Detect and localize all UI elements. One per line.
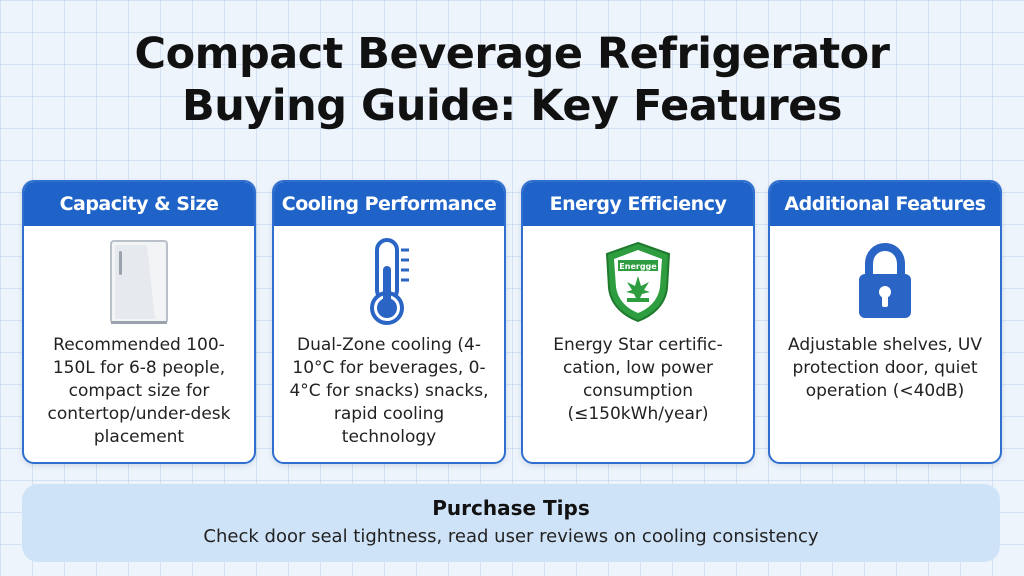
svg-text:Energge: Energge	[619, 262, 657, 271]
energy-shield-icon: Energge	[523, 234, 753, 330]
refrigerator-icon	[24, 234, 254, 330]
purchase-tips-panel: Purchase Tips Check door seal tightness,…	[22, 484, 1000, 562]
card-cooling-performance: Cooling Performance Dual-Zone cooling (4…	[272, 180, 506, 464]
title-line-1: Compact Beverage Refrigerator	[134, 29, 890, 79]
card-header: Cooling Performance	[274, 182, 504, 226]
card-text: Dual-Zone cooling (4-10°C for beverages,…	[289, 335, 489, 447]
card-header: Capacity & Size	[24, 182, 254, 226]
tips-text: Check door seal tightness, read user rev…	[203, 526, 819, 547]
card-header: Additional Features	[770, 182, 1000, 226]
card-text: Adjustable shelves, UV protection door, …	[787, 335, 982, 401]
card-energy-efficiency: Energy Efficiency Energge Energy Star ce…	[521, 180, 755, 464]
card-text: Energy Star certific-cation, low power c…	[553, 335, 723, 424]
title-line-2: Buying Guide: Key Features	[182, 81, 842, 131]
lock-icon	[770, 234, 1000, 330]
page-title: Compact Beverage Refrigerator Buying Gui…	[0, 28, 1024, 132]
tips-title: Purchase Tips	[432, 496, 590, 520]
card-additional-features: Additional Features Adjustable shelves, …	[768, 180, 1002, 464]
card-text: Recommended 100-150L for 6-8 people, com…	[47, 335, 231, 447]
card-header: Energy Efficiency	[523, 182, 753, 226]
card-capacity-size: Capacity & Size Recommended 100-150L for…	[22, 180, 256, 464]
thermometer-icon	[274, 234, 504, 330]
